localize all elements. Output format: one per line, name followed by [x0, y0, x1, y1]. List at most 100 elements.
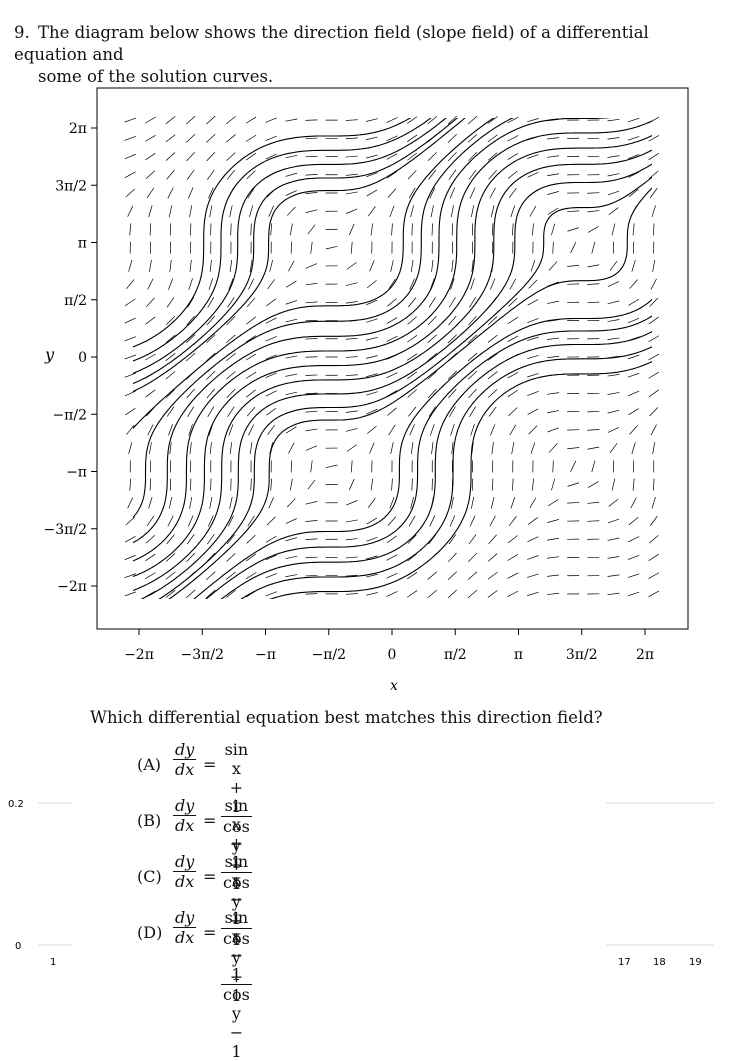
slope-segment	[448, 590, 457, 598]
slope-segment	[270, 260, 273, 272]
slope-segment	[411, 442, 413, 454]
slope-segment	[206, 572, 215, 580]
slope-segment	[346, 357, 358, 358]
slope-segment	[305, 156, 317, 157]
slope-segment	[587, 430, 599, 431]
slope-segment	[166, 335, 175, 343]
slope-segment	[507, 591, 518, 597]
slope-segment	[251, 479, 252, 491]
slope-segment	[346, 375, 358, 376]
slope-segment	[508, 390, 518, 397]
slope-segment	[346, 428, 358, 431]
slope-segment	[608, 119, 620, 121]
slope-segment	[588, 226, 598, 232]
slope-segment	[567, 483, 578, 487]
slope-segment	[387, 555, 398, 561]
slope-segment	[149, 497, 152, 508]
slope-segment	[306, 283, 318, 285]
slope-segment	[632, 260, 635, 271]
solution-curve	[96, 88, 677, 553]
slope-segment	[407, 591, 417, 598]
slope-segment	[305, 339, 317, 340]
slope-segment	[471, 497, 473, 509]
slope-segment	[190, 205, 192, 217]
slope-segment	[489, 535, 497, 544]
slope-segment	[187, 170, 194, 180]
slope-segment	[608, 519, 619, 523]
slope-segment	[387, 118, 398, 123]
slope-segment	[511, 206, 515, 217]
slope-segment	[346, 500, 357, 505]
slope-segment	[146, 535, 155, 543]
solution-curve	[95, 112, 689, 584]
slope-segment	[125, 408, 135, 415]
slope-segment	[285, 374, 297, 376]
slope-segment	[649, 171, 658, 179]
slope-segment	[130, 479, 131, 491]
slope-segment	[166, 572, 175, 579]
slope-segment	[147, 516, 154, 526]
slope-segment	[186, 590, 195, 598]
slope-segment	[166, 135, 175, 142]
slope-segment	[527, 373, 538, 377]
x-tick-label: π/2	[444, 647, 467, 663]
slope-segment	[512, 223, 513, 235]
slope-segment	[246, 372, 256, 379]
slope-segment	[449, 170, 456, 180]
slope-segment	[370, 260, 375, 271]
slope-segment	[471, 205, 473, 217]
slope-segment	[407, 153, 416, 160]
slope-segment	[230, 260, 231, 272]
slope-segment	[649, 554, 659, 560]
slope-segment	[392, 223, 393, 235]
slope-segment	[366, 356, 378, 359]
slope-segment	[190, 260, 191, 272]
slope-segment	[347, 445, 357, 452]
slope-segment	[346, 209, 357, 214]
slope-segment	[266, 299, 276, 306]
slope-segment	[508, 554, 518, 560]
slope-segment	[608, 191, 619, 195]
slope-segment	[366, 155, 378, 158]
slope-segment	[145, 554, 155, 561]
slope-segment	[349, 479, 354, 490]
slope-segment	[285, 556, 297, 558]
slope-segment	[248, 279, 253, 290]
slope-segment	[488, 335, 498, 342]
slope-segment	[653, 223, 654, 235]
slope-segment	[268, 425, 275, 435]
slope-segment	[450, 516, 455, 527]
slope-segment	[648, 354, 659, 360]
slope-segment	[326, 465, 338, 468]
slope-segment	[527, 118, 539, 121]
slope-segment	[650, 407, 658, 416]
slope-segment	[649, 317, 659, 324]
slope-segment	[166, 389, 174, 397]
slope-segment	[652, 205, 656, 216]
slope-segment	[428, 371, 437, 379]
solution-curve	[209, 320, 690, 626]
slope-segment	[608, 410, 620, 413]
slope-segment	[609, 499, 619, 506]
slope-segment	[509, 516, 516, 526]
slope-segment	[547, 138, 559, 139]
slope-segment	[187, 389, 195, 398]
slope-segment	[491, 205, 494, 217]
slope-segment	[128, 206, 133, 217]
slope-segment	[430, 424, 434, 435]
solution-curve	[162, 179, 689, 626]
y-tick-label: −2π	[57, 579, 87, 595]
slope-segment	[346, 283, 358, 286]
slope-segment	[490, 188, 496, 199]
slope-segment	[248, 424, 253, 435]
slope-segment	[145, 573, 155, 579]
x-tick-label: −3π/2	[181, 647, 224, 663]
x-tick-label: −π	[255, 647, 276, 663]
slope-segment	[653, 479, 654, 491]
slope-segment	[167, 170, 175, 179]
slope-segment	[428, 116, 437, 124]
slope-segment	[226, 116, 235, 124]
y-tick-label: −3π/2	[44, 522, 87, 538]
slope-segment	[146, 171, 155, 179]
slope-segment	[370, 443, 375, 454]
